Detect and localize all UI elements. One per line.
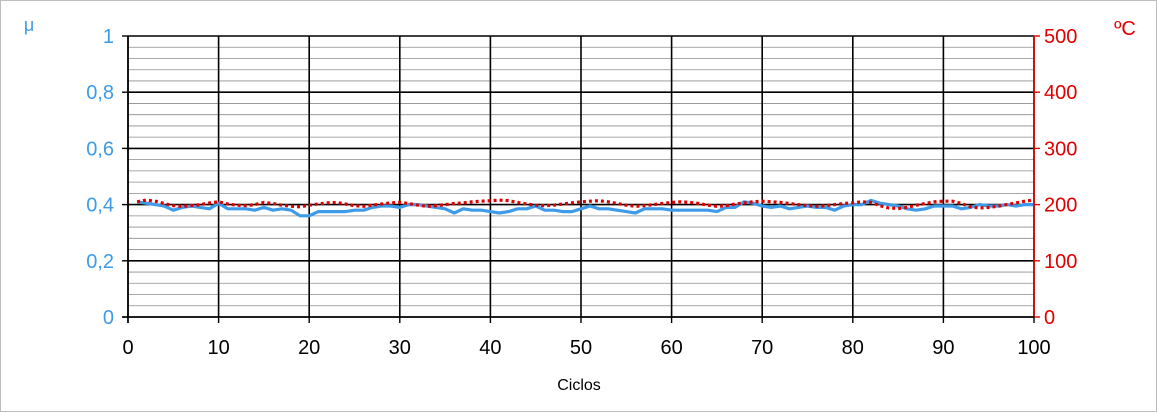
x-tick-label: 70: [751, 337, 773, 359]
left-axis-title: μ: [24, 15, 34, 35]
x-tick-label: 60: [660, 337, 682, 359]
axes: [122, 35, 1040, 323]
x-tick-label: 10: [207, 337, 229, 359]
right-tick-label: 500: [1044, 26, 1077, 48]
x-tick-label: 80: [842, 337, 864, 359]
left-tick-label: 0: [103, 307, 114, 329]
x-tick-label: 30: [389, 337, 411, 359]
right-tick-label: 0: [1044, 307, 1055, 329]
left-tick-label: 1: [103, 26, 114, 48]
right-tick-label: 300: [1044, 138, 1077, 160]
x-axis-title: Ciclos: [557, 377, 601, 394]
right-axis-title: ºC: [1114, 18, 1136, 40]
left-tick-label: 0,6: [86, 138, 114, 160]
x-tick-label: 100: [1017, 337, 1050, 359]
right-tick-label: 400: [1044, 82, 1077, 104]
x-tick-label: 50: [570, 337, 592, 359]
x-tick-label: 20: [298, 337, 320, 359]
friction-series-line: [136, 198, 1034, 218]
temperature-series-line: [136, 198, 1035, 211]
left-tick-label: 0,2: [86, 251, 114, 273]
x-tick-label: 40: [479, 337, 501, 359]
x-tick-label: 90: [932, 337, 954, 359]
right-tick-label: 100: [1044, 251, 1077, 273]
left-tick-label: 0,4: [86, 195, 114, 217]
x-tick-label: 0: [122, 337, 133, 359]
series-layer: [136, 198, 1035, 218]
left-tick-label: 0,8: [86, 82, 114, 104]
major-gridlines: [127, 35, 1035, 318]
right-tick-label: 200: [1044, 195, 1077, 217]
